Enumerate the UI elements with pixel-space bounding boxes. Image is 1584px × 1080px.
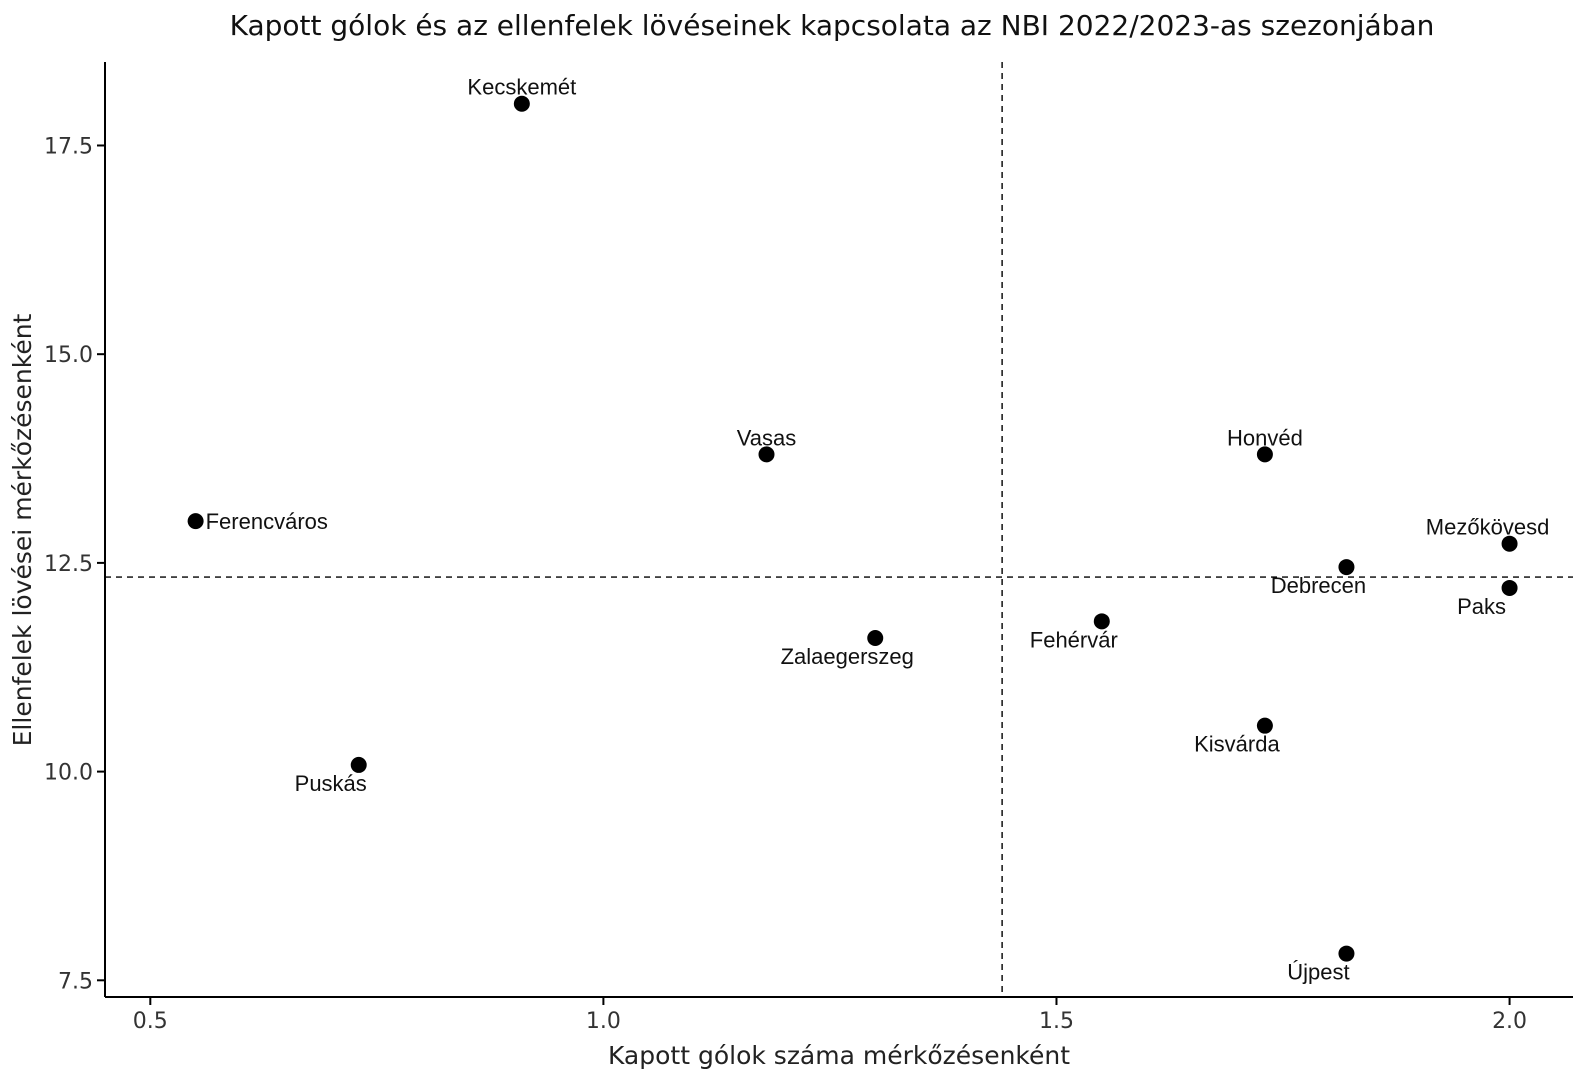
y-axis-ticks: 7.5 10.0 12.5 15.0 17.5 (44, 134, 105, 994)
data-point (187, 513, 204, 530)
data-point-label: Újpest (1287, 960, 1349, 985)
data-point-label: Ferencváros (206, 509, 328, 534)
y-tick-label: 17.5 (44, 134, 93, 159)
data-point-label: Puskás (295, 771, 367, 796)
data-point-label: Fehérvár (1030, 627, 1118, 652)
y-tick-label: 7.5 (58, 969, 93, 994)
data-point-label: Vasas (737, 425, 797, 450)
data-point-label: Mezőkövesd (1426, 515, 1550, 540)
data-point (1256, 446, 1273, 463)
x-tick-label: 1.5 (1039, 1009, 1074, 1034)
reference-lines (105, 62, 1573, 997)
x-tick-label: 1.0 (586, 1009, 621, 1034)
y-tick-label: 10.0 (44, 761, 93, 786)
chart-title: Kapott gólok és az ellenfelek lövéseinek… (230, 9, 1435, 42)
data-point-label: Honvéd (1227, 425, 1303, 450)
x-tick-label: 2.0 (1492, 1009, 1527, 1034)
y-tick-label: 12.5 (44, 552, 93, 577)
x-axis-title: Kapott gólok száma mérkőzésenként (608, 1041, 1070, 1070)
x-axis-ticks: 0.5 1.0 1.5 2.0 (133, 997, 1527, 1034)
data-point-label: Kisvárda (1194, 732, 1280, 757)
data-point-label: Paks (1457, 594, 1506, 619)
data-point (1338, 559, 1355, 576)
data-point-label: Debrecen (1271, 573, 1366, 598)
data-point (1093, 613, 1110, 630)
x-tick-label: 0.5 (133, 1009, 168, 1034)
data-point (867, 630, 884, 647)
data-point (350, 756, 367, 773)
data-points (187, 95, 1518, 962)
y-axis-title: Ellenfelek lövései mérkőzésenként (8, 313, 37, 746)
data-point-labels: Kecskemét Vasas Honvéd Ferencváros Mezőköves… (206, 75, 1550, 985)
data-point (513, 95, 530, 112)
data-point (1256, 717, 1273, 734)
data-point (758, 446, 775, 463)
data-point-label: Kecskemét (467, 75, 576, 100)
data-point (1501, 535, 1518, 552)
data-point-label: Zalaegerszeg (781, 644, 914, 669)
data-point (1501, 579, 1518, 596)
y-tick-label: 15.0 (44, 343, 93, 368)
data-point (1338, 945, 1355, 962)
